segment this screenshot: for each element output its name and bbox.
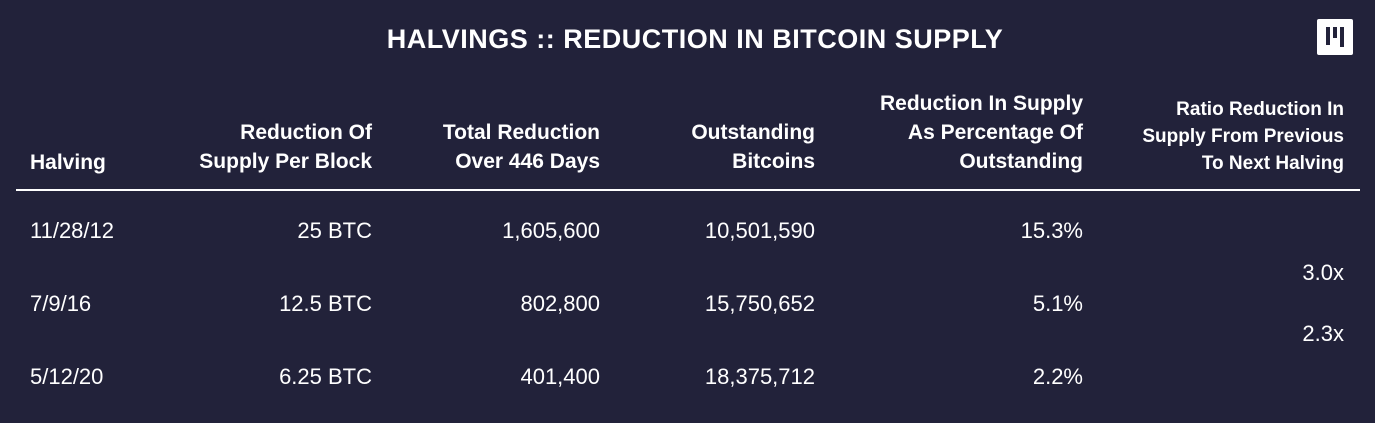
- cell-per-block: 25 BTC: [297, 218, 372, 243]
- cell-percentage: 15.3%: [1020, 218, 1083, 243]
- cell-outstanding: 18,375,712: [704, 364, 815, 389]
- header-halving: Halving: [30, 151, 106, 174]
- cell-outstanding: 10,501,590: [704, 218, 815, 243]
- cell-total-reduction: 401,400: [520, 364, 600, 389]
- cell-total-reduction: 802,800: [520, 291, 600, 316]
- pantera-logo-icon: [1317, 19, 1353, 55]
- cell-outstanding: 15,750,652: [704, 291, 815, 316]
- ratio-value: 3.0x: [1302, 260, 1344, 285]
- cell-halving: 11/28/12: [30, 218, 115, 243]
- cell-percentage: 5.1%: [1032, 291, 1083, 316]
- header-ratio-reduction: Ratio Reduction In Supply From Previous …: [1142, 99, 1344, 174]
- page-title: HALVINGS :: REDUCTION IN BITCOIN SUPPLY: [386, 24, 1004, 54]
- cell-halving: 7/9/16: [30, 291, 92, 316]
- cell-per-block: 12.5 BTC: [279, 291, 372, 316]
- cell-per-block: 6.25 BTC: [279, 364, 372, 389]
- cell-total-reduction: 1,605,600: [502, 218, 600, 243]
- header-reduction-percentage: Reduction In Supply As Percentage Of Out…: [880, 92, 1083, 173]
- header-outstanding-bitcoins: Outstanding Bitcoins: [691, 121, 815, 173]
- ratio-value: 2.3x: [1302, 321, 1344, 346]
- header-total-reduction: Total Reduction Over 446 Days: [442, 121, 600, 173]
- header-divider: [16, 189, 1360, 191]
- cell-percentage: 2.2%: [1032, 364, 1083, 389]
- cell-halving: 5/12/20: [30, 364, 104, 389]
- header-reduction-per-block: Reduction Of Supply Per Block: [199, 121, 372, 173]
